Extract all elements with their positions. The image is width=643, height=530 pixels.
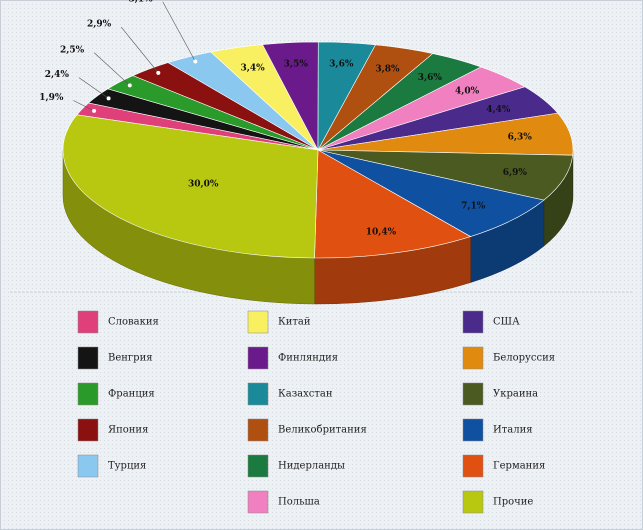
legend-swatch [462, 382, 484, 406]
leader-dot [92, 108, 97, 113]
value-label: 2,9% [87, 20, 112, 30]
legend-swatch [247, 490, 269, 514]
value-label: 3,6% [329, 60, 354, 70]
leader-dot [127, 83, 132, 88]
legend-label: Великобритания [278, 425, 367, 436]
legend-swatch [77, 418, 99, 442]
legend-swatch [462, 490, 484, 514]
legend-label: Италия [493, 425, 533, 436]
value-label: 3,1% [129, 0, 154, 4]
legend-swatch [462, 310, 484, 334]
value-label: 4,0% [455, 87, 480, 97]
value-label: 10,4% [366, 228, 397, 238]
value-label: 3,5% [284, 60, 309, 70]
legend-label: Белоруссия [493, 353, 555, 364]
leader-dot [106, 96, 111, 101]
legend-label: Венгрия [108, 353, 153, 364]
legend-swatch [77, 454, 99, 478]
value-label: 6,9% [503, 168, 528, 178]
legend-label: Польша [278, 497, 320, 508]
legend-swatch [462, 346, 484, 370]
legend-swatch [247, 346, 269, 370]
legend-label: Турция [108, 461, 146, 472]
leader-dot [156, 70, 161, 75]
value-label: 7,1% [461, 202, 486, 212]
legend-swatch [247, 418, 269, 442]
slice [317, 149, 574, 201]
legend-swatch [247, 310, 269, 334]
legend-swatch [77, 346, 99, 370]
legend-swatch [462, 418, 484, 442]
leader-line [121, 26, 159, 74]
value-label: 3,4% [241, 64, 266, 74]
leader-line [73, 100, 95, 112]
value-label: 30,0% [188, 180, 219, 190]
legend-swatch [77, 310, 99, 334]
legend-label: Украина [493, 389, 538, 400]
legend-label: Япония [108, 425, 148, 436]
value-label: 3,6% [418, 73, 443, 83]
legend-label: Словакия [108, 317, 159, 328]
leader-line [78, 77, 109, 99]
legend-label: Германия [493, 461, 545, 472]
value-label: 2,5% [60, 45, 85, 55]
slice [62, 114, 319, 259]
legend-label: Китай [278, 317, 311, 328]
legend-swatch [247, 382, 269, 406]
slice [314, 149, 472, 259]
legend-label: США [493, 317, 520, 328]
leader-line [162, 1, 196, 62]
legend-swatch [247, 454, 269, 478]
value-label: 2,4% [45, 70, 70, 80]
value-label: 4,4% [486, 105, 511, 115]
legend-label: Прочие [493, 497, 533, 508]
legend-swatch [77, 382, 99, 406]
value-label: 1,9% [39, 93, 64, 103]
legend-label: Нидерланды [278, 461, 345, 472]
leader-dot [193, 59, 198, 64]
legend-swatch [462, 454, 484, 478]
value-label: 6,3% [508, 133, 533, 143]
leader-line [94, 52, 130, 86]
legend-label: Финляндия [278, 353, 338, 364]
legend-label: Франция [108, 389, 155, 400]
slice [317, 149, 545, 237]
legend-label: Казахстан [278, 389, 333, 400]
value-label: 3,8% [375, 64, 400, 74]
